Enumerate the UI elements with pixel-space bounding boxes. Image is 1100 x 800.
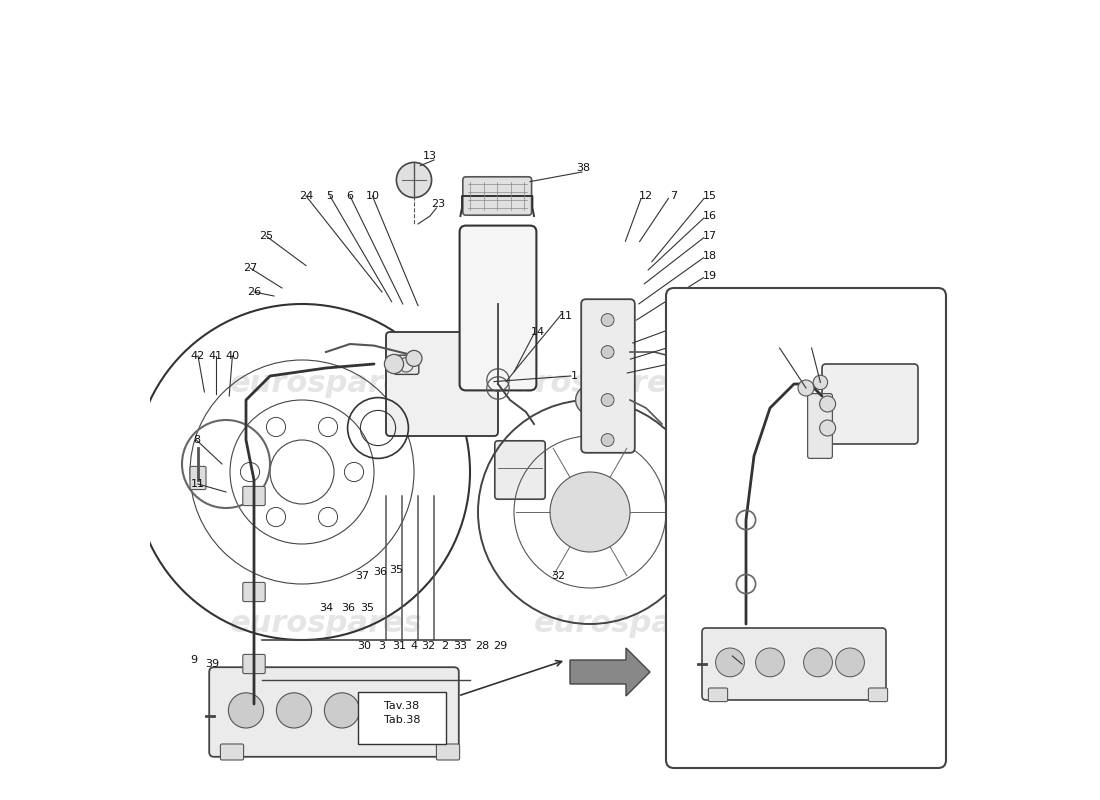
FancyBboxPatch shape [460, 226, 537, 390]
FancyBboxPatch shape [868, 688, 888, 702]
Circle shape [602, 394, 614, 406]
Text: 29: 29 [493, 642, 507, 651]
Circle shape [550, 472, 630, 552]
Text: 39: 39 [206, 659, 220, 669]
Text: 21: 21 [703, 331, 717, 341]
Text: 15: 15 [703, 191, 717, 201]
Circle shape [276, 693, 311, 728]
FancyBboxPatch shape [495, 441, 546, 499]
Text: 31: 31 [393, 642, 407, 651]
Circle shape [575, 386, 604, 414]
Text: 3: 3 [378, 642, 385, 651]
Text: 30: 30 [358, 642, 372, 651]
Text: 18: 18 [703, 251, 717, 261]
Circle shape [813, 375, 827, 390]
FancyBboxPatch shape [463, 177, 531, 215]
Polygon shape [570, 648, 650, 696]
Text: eurospares: eurospares [230, 610, 422, 638]
Text: 4: 4 [410, 642, 418, 651]
FancyBboxPatch shape [708, 688, 727, 702]
Circle shape [804, 648, 833, 677]
Text: eurospares: eurospares [494, 370, 686, 398]
Text: eurospares: eurospares [534, 610, 726, 638]
Circle shape [716, 648, 745, 677]
FancyBboxPatch shape [243, 486, 265, 506]
Circle shape [388, 693, 424, 728]
Circle shape [820, 420, 836, 436]
Text: 9: 9 [190, 655, 198, 665]
Text: 5: 5 [774, 339, 781, 349]
Circle shape [602, 434, 614, 446]
Text: 6: 6 [806, 339, 814, 349]
FancyBboxPatch shape [437, 744, 460, 760]
FancyBboxPatch shape [807, 394, 833, 458]
FancyBboxPatch shape [358, 692, 446, 744]
Circle shape [836, 648, 865, 677]
Text: 32: 32 [421, 642, 436, 651]
Text: 41: 41 [209, 351, 222, 361]
Text: 27: 27 [243, 263, 257, 273]
Text: 35: 35 [389, 565, 404, 574]
Text: Tab.38: Tab.38 [384, 715, 420, 725]
Text: 20: 20 [703, 311, 717, 321]
Text: Vale fino all'Ass. Nr. 53102: Vale fino all'Ass. Nr. 53102 [717, 718, 894, 730]
Text: 11: 11 [559, 311, 573, 321]
FancyBboxPatch shape [209, 667, 459, 757]
Circle shape [820, 396, 836, 412]
Text: 8: 8 [726, 647, 734, 657]
FancyBboxPatch shape [822, 364, 918, 444]
Text: 5: 5 [327, 191, 333, 201]
Text: 12: 12 [639, 191, 653, 201]
Text: 13: 13 [424, 151, 437, 161]
Text: Valid till Ass. Nr. 53102: Valid till Ass. Nr. 53102 [729, 736, 883, 749]
Text: 28: 28 [475, 642, 490, 651]
Circle shape [756, 648, 784, 677]
Text: 40: 40 [226, 351, 240, 361]
Text: 10: 10 [365, 191, 380, 201]
Circle shape [324, 693, 360, 728]
Text: 1: 1 [571, 371, 578, 381]
Text: 8: 8 [192, 435, 200, 445]
Text: 25: 25 [258, 231, 273, 241]
FancyBboxPatch shape [666, 288, 946, 768]
Text: 34: 34 [319, 603, 333, 613]
FancyBboxPatch shape [386, 332, 498, 436]
Text: 24: 24 [299, 191, 314, 201]
Circle shape [406, 350, 422, 366]
Text: 26: 26 [246, 287, 261, 297]
Text: Tav.38: Tav.38 [384, 702, 419, 711]
FancyBboxPatch shape [220, 744, 243, 760]
Circle shape [602, 346, 614, 358]
Circle shape [384, 354, 404, 374]
FancyBboxPatch shape [702, 628, 886, 700]
Text: 6: 6 [346, 191, 353, 201]
Circle shape [229, 693, 264, 728]
FancyBboxPatch shape [190, 466, 206, 490]
FancyBboxPatch shape [243, 654, 265, 674]
Text: 36: 36 [373, 567, 387, 577]
Text: 17: 17 [703, 231, 717, 241]
Text: 33: 33 [453, 642, 468, 651]
Text: 22: 22 [703, 351, 717, 361]
Text: eurospares: eurospares [230, 370, 422, 398]
Text: 2: 2 [441, 642, 448, 651]
Circle shape [602, 314, 614, 326]
FancyBboxPatch shape [394, 355, 419, 374]
Text: 14: 14 [531, 327, 546, 337]
Text: 32: 32 [551, 571, 565, 581]
Text: 37: 37 [355, 571, 370, 581]
Text: 35: 35 [361, 603, 375, 613]
Text: 42: 42 [191, 351, 205, 361]
FancyBboxPatch shape [581, 299, 635, 453]
Text: 19: 19 [703, 271, 717, 281]
Text: 11: 11 [191, 479, 205, 489]
Text: 38: 38 [576, 163, 591, 173]
Circle shape [396, 162, 431, 198]
Text: 23: 23 [431, 199, 446, 209]
Text: 16: 16 [703, 211, 717, 221]
Text: 36: 36 [341, 603, 355, 613]
Text: 7: 7 [670, 191, 678, 201]
FancyBboxPatch shape [243, 582, 265, 602]
Circle shape [798, 380, 814, 396]
